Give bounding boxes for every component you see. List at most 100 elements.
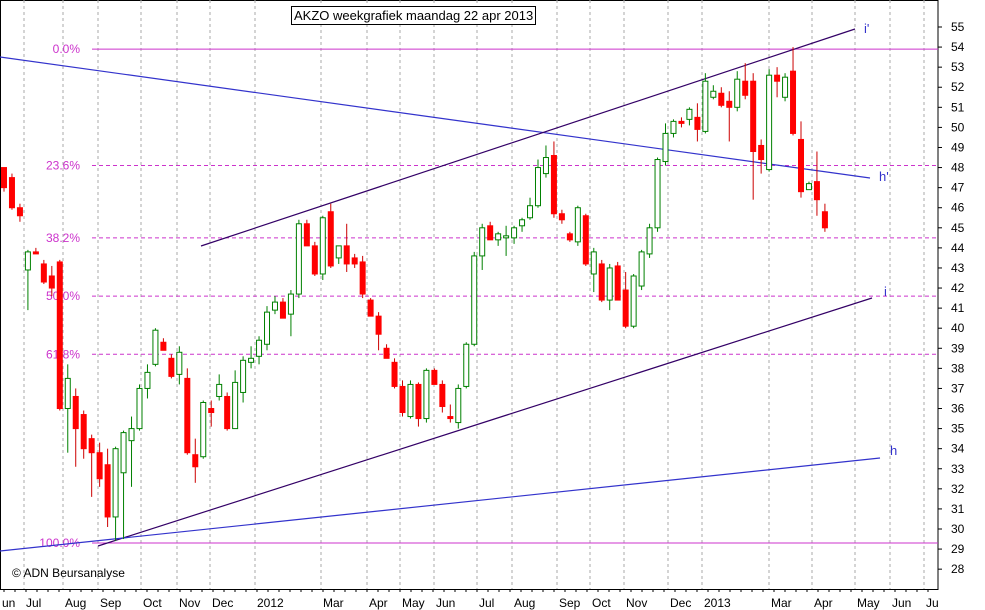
- candle: [503, 225, 510, 256]
- x-tick-label: Nov: [179, 596, 200, 610]
- candle-body: [646, 227, 653, 255]
- candle: [431, 368, 438, 385]
- line-labels: i' h' i h: [864, 21, 897, 458]
- candle: [805, 181, 812, 191]
- x-tick-label: Sep: [559, 596, 581, 610]
- candle-body: [40, 263, 47, 283]
- candle-body: [821, 211, 828, 229]
- candle: [726, 91, 733, 142]
- candle: [694, 103, 701, 142]
- candle-body: [136, 387, 143, 430]
- candle: [335, 245, 342, 264]
- candle-body: [240, 359, 247, 393]
- candle-body: [654, 159, 661, 229]
- candle: [550, 141, 557, 218]
- candle-body: [534, 167, 541, 207]
- candle-body: [168, 357, 175, 377]
- candle-body: [471, 255, 478, 345]
- candle-body: [766, 74, 773, 171]
- candle: [542, 145, 549, 178]
- y-tick-label: 28: [951, 562, 965, 576]
- candle-body: [303, 223, 310, 247]
- candle-body: [24, 251, 31, 271]
- candle-body: [431, 369, 438, 385]
- y-axis: 28 29 30 31 32 33 34 35 36 37 38 39 40 41 42 43 44 45 46 47…: [938, 20, 965, 576]
- candle: [359, 255, 366, 299]
- candle: [447, 404, 454, 423]
- candle-body: [519, 219, 526, 227]
- x-tick-label: Dec: [212, 596, 233, 610]
- candle-body: [128, 428, 135, 442]
- y-tick-label: 53: [951, 60, 965, 74]
- candle: [192, 438, 199, 483]
- candle-body: [558, 213, 565, 221]
- y-tick-label: 42: [951, 281, 965, 295]
- x-tick-label: Jun: [436, 596, 455, 610]
- candle: [710, 85, 717, 100]
- y-tick-label: 51: [951, 100, 965, 114]
- candle: [279, 298, 286, 319]
- candle: [271, 296, 278, 315]
- candle-body: [638, 251, 645, 287]
- y-tick-label: 46: [951, 201, 965, 215]
- candle-body: [439, 383, 446, 408]
- x-tick-label: Aug: [514, 596, 535, 610]
- y-tick-label: 30: [951, 522, 965, 536]
- x-tick-label: Mar: [771, 596, 792, 610]
- candle-body: [152, 329, 159, 365]
- candle: [287, 290, 294, 337]
- trend-line-label: i': [864, 21, 869, 36]
- candle: [670, 119, 677, 138]
- candle-body: [184, 377, 191, 454]
- candle: [415, 382, 422, 427]
- candle: [303, 219, 310, 247]
- candle-body: [710, 90, 717, 98]
- y-tick-label: 40: [951, 321, 965, 335]
- candle-body: [319, 217, 326, 275]
- candle-body: [694, 116, 701, 130]
- candle: [582, 213, 589, 266]
- candle: [80, 410, 87, 459]
- candle: [248, 346, 255, 369]
- candle-body: [702, 80, 709, 132]
- candle: [495, 231, 502, 246]
- candle: [136, 384, 143, 431]
- candle: [511, 225, 518, 244]
- y-tick-label: 41: [951, 301, 965, 315]
- candle: [48, 265, 55, 297]
- candle-body: [375, 315, 382, 335]
- candle: [606, 263, 613, 311]
- candle-body: [1, 167, 7, 189]
- candle-body: [590, 251, 597, 275]
- candle-body: [495, 233, 502, 241]
- candle-body: [686, 108, 693, 120]
- candle: [455, 384, 462, 429]
- candle: [383, 344, 390, 359]
- candle-body: [72, 395, 79, 430]
- fib-label: 61.8%: [46, 347, 80, 361]
- candle-body: [630, 275, 637, 327]
- candle-body: [447, 416, 454, 420]
- candle: [750, 73, 757, 200]
- candle-body: [335, 245, 342, 259]
- trend-line-label: h: [890, 443, 897, 458]
- candle: [216, 374, 223, 401]
- candle: [144, 364, 151, 399]
- trend-line: [97, 297, 873, 547]
- y-tick-label: 38: [951, 361, 965, 375]
- candle-body: [104, 464, 111, 518]
- candle: [184, 368, 191, 455]
- candle: [798, 121, 804, 198]
- candle-body: [399, 385, 406, 414]
- plot-frame: [0, 0, 939, 590]
- candles: [1, 47, 828, 542]
- y-tick-label: 32: [951, 482, 965, 496]
- candle-body: [805, 183, 812, 191]
- y-tick-label: 45: [951, 221, 965, 235]
- y-tick-label: 54: [951, 40, 965, 54]
- y-tick-label: 37: [951, 381, 965, 395]
- candle-body: [758, 144, 765, 161]
- candle-body: [550, 155, 557, 215]
- y-tick-label: 47: [951, 181, 965, 195]
